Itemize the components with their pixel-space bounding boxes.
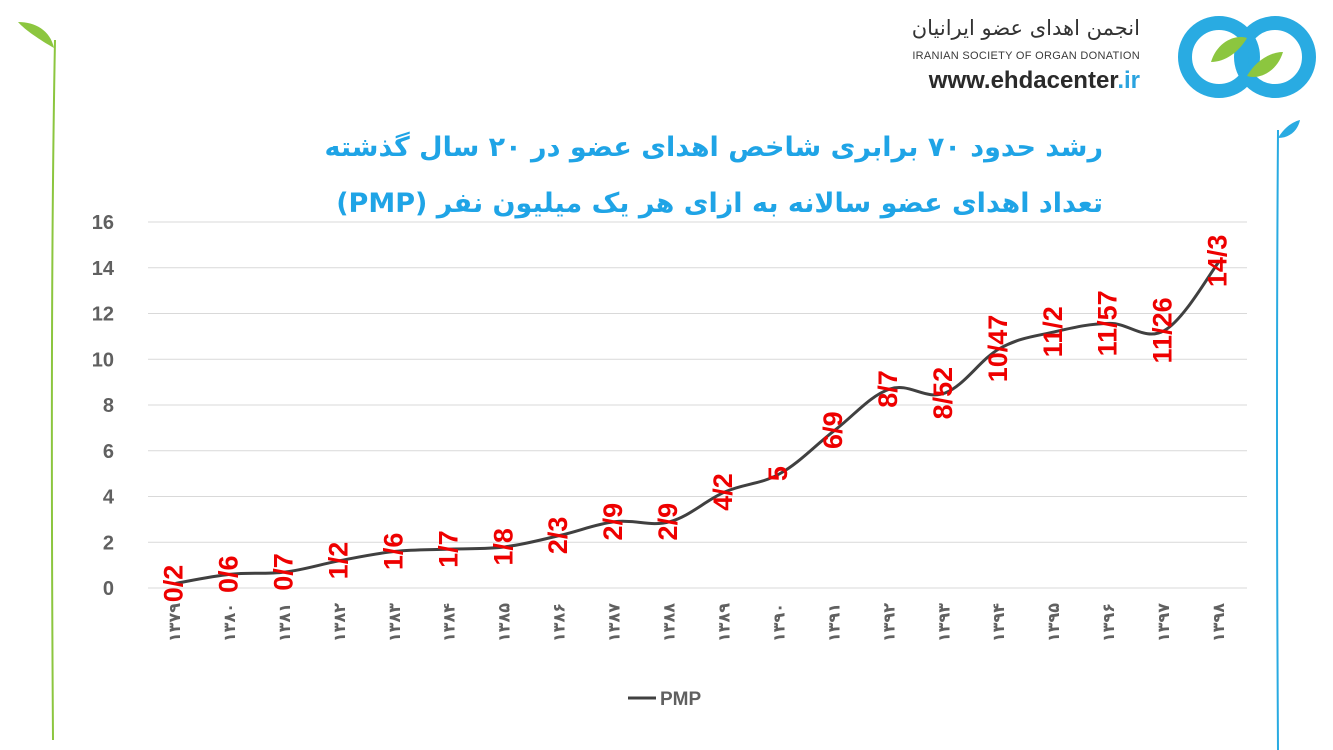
logo-name-persian: انجمن اهدای عضو ایرانیان	[911, 16, 1140, 40]
x-tick-label: ۱۳۸۴	[440, 603, 459, 642]
data-label: 6/9	[818, 411, 848, 449]
data-label: 0/2	[159, 565, 189, 603]
y-axis-ticks: 0 2 4 6 8 10 12 14 16	[92, 212, 115, 600]
data-label: 8/52	[928, 367, 958, 420]
y-tick-label: 16	[92, 212, 114, 234]
x-tick-label: ۱۳۸۷	[605, 603, 624, 642]
data-label: 10/47	[983, 315, 1013, 383]
left-sprout-decoration	[18, 22, 56, 741]
data-label: 11/57	[1093, 290, 1123, 356]
y-tick-label: 12	[92, 304, 114, 326]
x-tick-label: ۱۳۸۶	[550, 603, 569, 642]
x-tick-label: ۱۳۹۸	[1209, 603, 1228, 642]
data-labels: 0/2 0/6 0/7 1/2 1/6 1/7 1/8 2/3 2/9 2/9 4/2 5 6/9 8/7…	[159, 235, 1233, 603]
data-label: 4/2	[708, 473, 738, 511]
x-tick-label: ۱۳۸۱	[275, 603, 294, 642]
data-label: 11/2	[1038, 306, 1068, 357]
y-tick-label: 2	[103, 532, 114, 554]
data-label: 5	[763, 466, 793, 481]
chart-title: رشد حدود ۷۰ برابری شاخص اهدای عضو در ۲۰ …	[324, 132, 1104, 163]
y-tick-label: 14	[92, 258, 115, 280]
x-tick-label: ۱۳۹۴	[989, 603, 1008, 642]
data-label: 1/2	[323, 542, 353, 580]
y-tick-label: 6	[103, 441, 114, 463]
x-tick-label: ۱۳۹۵	[1044, 603, 1063, 642]
x-tick-label: ۱۳۸۳	[385, 603, 404, 642]
organ-donation-emblem-icon	[1178, 16, 1316, 98]
chart-legend: PMP	[628, 689, 702, 710]
x-tick-label: ۱۳۹۳	[934, 603, 953, 642]
data-label: 2/9	[653, 503, 683, 541]
data-label: 2/3	[543, 517, 573, 555]
y-tick-label: 0	[103, 578, 114, 600]
x-tick-label: ۱۳۷۹	[165, 603, 184, 642]
data-label: 8/7	[873, 370, 903, 408]
data-label: 1/7	[433, 530, 463, 568]
logo-url-main: www.ehdacenter	[928, 67, 1118, 94]
x-tick-label: ۱۳۹۱	[824, 603, 843, 642]
y-tick-label: 10	[92, 349, 114, 371]
data-label: 2/9	[598, 503, 628, 541]
x-tick-label: ۱۳۸۲	[330, 603, 349, 642]
data-label: 1/8	[488, 528, 518, 566]
data-label: 14/3	[1203, 235, 1233, 288]
right-sprout-decoration	[1276, 120, 1300, 750]
x-tick-label: ۱۳۹۷	[1154, 603, 1173, 642]
legend-label-pmp: PMP	[660, 689, 702, 710]
x-tick-label: ۱۳۸۸	[660, 603, 679, 642]
logo-name-english: IRANIAN SOCIETY OF ORGAN DONATION	[912, 50, 1140, 62]
series-line-pmp	[175, 259, 1221, 585]
x-tick-label: ۱۳۸۰	[220, 603, 239, 642]
y-tick-label: 8	[103, 395, 114, 417]
y-tick-label: 4	[103, 487, 115, 509]
x-tick-label: ۱۳۸۹	[714, 603, 733, 642]
chart-subtitle: تعداد اهدای عضو سالانه به ازای هر یک میل…	[336, 188, 1103, 219]
logo-url-suffix: .ir	[1117, 67, 1140, 94]
data-label: 0/7	[269, 553, 299, 591]
logo-website: www.ehdacenter.ir	[929, 67, 1140, 95]
data-label: 1/6	[378, 533, 408, 571]
x-tick-label: ۱۳۹۲	[879, 603, 898, 642]
gridlines	[148, 221, 1247, 589]
data-label: 0/6	[214, 556, 244, 594]
x-axis-ticks: ۱۳۷۹ ۱۳۸۰ ۱۳۸۱ ۱۳۸۲ ۱۳۸۳ ۱۳۸۴ ۱۳۸۵ ۱۳۸۶ ۱۳۸۷ ۱۳۸۸…	[165, 603, 1228, 642]
x-tick-label: ۱۳۹۰	[769, 603, 788, 642]
x-tick-label: ۱۳۹۶	[1099, 603, 1118, 642]
organization-logo: انجمن اهدای عضو ایرانیان IRANIAN SOCIETY…	[905, 12, 1325, 102]
x-tick-label: ۱۳۸۵	[495, 603, 514, 642]
data-label: 11/26	[1148, 297, 1178, 363]
